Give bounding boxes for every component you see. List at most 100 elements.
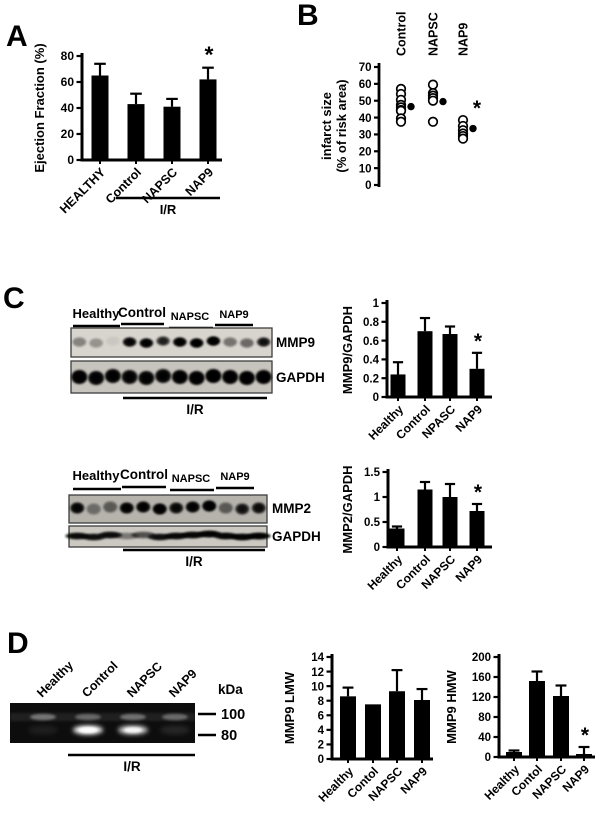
blot-row-label-GAPDH: GAPDH xyxy=(272,529,321,544)
y-tick-label: 40 xyxy=(61,101,75,115)
y-tick-label: 12 xyxy=(311,667,324,679)
band-core xyxy=(233,534,251,540)
band xyxy=(86,503,101,515)
gel-band-80kda-core xyxy=(124,727,142,733)
band-core xyxy=(175,338,185,346)
group-label-Control: Control xyxy=(120,467,168,482)
x-tick-label: NAP9 xyxy=(560,762,593,795)
lane-label-Control: Control xyxy=(79,659,120,700)
band-core xyxy=(154,504,165,514)
bar-NAPSC xyxy=(442,497,458,547)
bar-NAP9 xyxy=(469,368,485,397)
band-core xyxy=(200,531,218,537)
y-tick-label: 50 xyxy=(359,96,372,108)
band-core xyxy=(171,503,182,513)
column-label-NAP9: NAP9 xyxy=(457,23,471,56)
band-core xyxy=(167,533,185,539)
y-tick-label: 60 xyxy=(359,79,372,91)
panel-c-label: C xyxy=(3,282,25,315)
bar-NAPSC xyxy=(553,696,569,757)
x-tick-label: HEALTHY xyxy=(57,165,108,216)
y-tick-label: 4 xyxy=(318,725,325,737)
y-tick-label: 40 xyxy=(478,732,491,744)
y-tick-label: 30 xyxy=(359,130,372,142)
y-tick-label: 0 xyxy=(67,153,74,167)
band xyxy=(240,338,254,348)
kda-label: kDa xyxy=(218,682,243,697)
ejection-fraction-chart: 0 20 40 60 80 Ejection Fraction (%) HEALTHYCon… xyxy=(32,42,222,217)
band-core xyxy=(258,371,270,383)
y-tick-label: 20 xyxy=(359,146,372,158)
gel-band-80kda xyxy=(28,725,58,735)
bar-Control xyxy=(417,489,433,547)
band-core xyxy=(157,370,169,382)
y-tick-label: 1 xyxy=(373,298,380,310)
band-core xyxy=(138,502,149,512)
marker-label-80: 80 xyxy=(221,728,237,744)
group-label-NAP9: NAP9 xyxy=(220,471,249,483)
y-tick-label: 1.5 xyxy=(364,467,381,479)
group-label-NAPSC: NAPSC xyxy=(171,311,210,323)
band-core xyxy=(151,534,169,540)
bar-Control xyxy=(417,331,433,397)
significance-marker: * xyxy=(205,42,214,68)
band-core xyxy=(184,532,202,538)
group-label-NAPSC: NAPSC xyxy=(172,473,211,485)
y-tick-label: 0 xyxy=(374,542,380,554)
band-core xyxy=(107,370,119,382)
y-tick-label: 80 xyxy=(61,49,75,63)
mmp9-gapdh-chart: 00.20.40.60.81MMP9/GAPDHHealthyControlNP… xyxy=(340,298,492,443)
data-point xyxy=(457,133,469,144)
mean-point xyxy=(439,97,447,106)
band-core xyxy=(68,533,86,539)
y-axis-label: MMP9 HMW xyxy=(444,669,459,743)
group-label-NAP9: NAP9 xyxy=(219,309,248,321)
y-axis-label: Ejection Fraction (%) xyxy=(32,43,47,172)
mean-point xyxy=(469,124,477,133)
data-point xyxy=(427,116,439,127)
y-tick-label: 0.5 xyxy=(364,517,381,529)
band xyxy=(218,502,233,514)
infarct-size-chart: 0 10 20 30 40 50 60 70 infarct size (% of risk ar… xyxy=(319,12,482,193)
band-core xyxy=(224,371,236,383)
y-tick-label: 0.8 xyxy=(363,317,380,329)
group-label-Healthy: Healthy xyxy=(73,306,121,321)
mmp2-gapdh-chart: 00.511.5MMP2/GAPDHHealthyControlNAPSCNAP… xyxy=(340,465,492,593)
band-core xyxy=(124,338,135,346)
bar-NAP9 xyxy=(414,699,430,759)
band-core xyxy=(121,503,132,513)
gel-band-80kda xyxy=(160,725,190,735)
band-core xyxy=(90,372,102,384)
panel-d-label: D xyxy=(7,627,29,660)
band xyxy=(106,336,120,346)
blot-strip-MMP9 xyxy=(70,327,273,358)
y-tick-label: 120 xyxy=(472,692,491,704)
band xyxy=(223,337,237,347)
x-tick-label: Control xyxy=(103,165,144,206)
y-axis-label: (% of risk area) xyxy=(334,79,349,172)
band-core xyxy=(140,372,152,384)
bar-NAPSC xyxy=(389,691,405,759)
group-label-Healthy: Healthy xyxy=(73,468,121,483)
band-core xyxy=(237,504,248,514)
bar-NAP9 xyxy=(469,511,485,547)
band-core xyxy=(208,337,219,345)
mmp9-hmw-bar-chart: 0 40 80 120 160 200 MMP9 HMW Healthy Contol NAPSC… xyxy=(443,640,603,813)
y-tick-label: 10 xyxy=(311,681,324,693)
x-tick-label: NAP9 xyxy=(453,552,486,585)
band-core xyxy=(124,371,136,383)
gel-band-100kda xyxy=(162,713,188,721)
y-axis-label: MMP2/GAPDH xyxy=(340,465,355,553)
gel-band-80kda-core xyxy=(79,727,97,733)
mean-point xyxy=(407,102,415,111)
y-tick-label: 70 xyxy=(359,62,372,74)
y-tick-label: 0 xyxy=(318,754,324,766)
lane-label-NAP9: NAP9 xyxy=(166,667,200,701)
blot-strip-GAPDH xyxy=(70,360,273,394)
ir-label: I/R xyxy=(123,759,141,774)
band-core xyxy=(72,503,83,513)
y-tick-label: 14 xyxy=(311,652,324,664)
